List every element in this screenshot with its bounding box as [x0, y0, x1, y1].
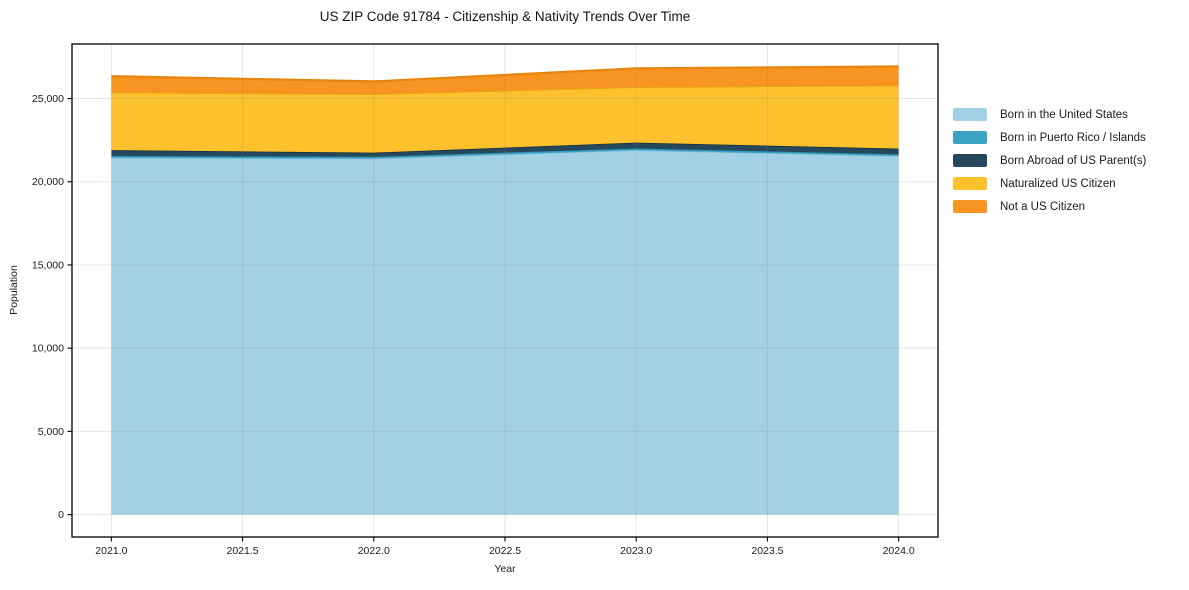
legend-label: Born in the United States: [1000, 108, 1128, 121]
legend-item-1: Born in Puerto Rico / Islands: [953, 126, 1146, 149]
legend-swatch-icon: [953, 200, 987, 213]
legend-swatch-icon: [953, 131, 987, 144]
area-series-2: [111, 142, 899, 157]
y-tick-label: 25,000: [32, 93, 64, 105]
x-tick-label: 2023.0: [620, 545, 652, 557]
area-series-1: [111, 148, 899, 159]
legend-item-3: Naturalized US Citizen: [953, 172, 1146, 195]
legend-label: Naturalized US Citizen: [1000, 177, 1116, 190]
legend-swatch-icon: [953, 177, 987, 190]
legend-swatch-icon: [953, 154, 987, 167]
x-tick-label: 2023.5: [751, 545, 783, 557]
x-tick-label: 2022.5: [489, 545, 521, 557]
legend-swatch-icon: [953, 108, 987, 121]
y-tick-label: 0: [58, 509, 64, 521]
chart-title: US ZIP Code 91784 - Citizenship & Nativi…: [319, 9, 691, 24]
y-tick-label: 15,000: [32, 259, 64, 271]
area-series-0: [111, 150, 899, 515]
x-tick-label: 2021.5: [227, 545, 259, 557]
legend-item-4: Not a US Citizen: [953, 195, 1146, 218]
x-tick-label: 2024.0: [883, 545, 915, 557]
legend-label: Not a US Citizen: [1000, 200, 1086, 213]
y-tick-label: 10,000: [32, 343, 64, 355]
legend: Born in the United States Born in Puerto …: [953, 103, 1146, 218]
y-tick-label: 20,000: [32, 176, 64, 188]
area-series-3: [111, 85, 899, 153]
y-axis-label: Population: [8, 265, 20, 315]
legend-label: Born in Puerto Rico / Islands: [1000, 131, 1146, 144]
legend-item-0: Born in the United States: [953, 103, 1146, 126]
area-series-4: [111, 66, 899, 94]
legend-label: Born Abroad of US Parent(s): [1000, 154, 1147, 167]
area-series-4-edge: [111, 65, 899, 83]
y-tick-label: 5,000: [38, 426, 64, 438]
legend-item-2: Born Abroad of US Parent(s): [953, 149, 1146, 172]
x-axis-label: Year: [494, 563, 516, 575]
x-tick-label: 2021.0: [95, 545, 127, 557]
x-tick-label: 2022.0: [358, 545, 390, 557]
